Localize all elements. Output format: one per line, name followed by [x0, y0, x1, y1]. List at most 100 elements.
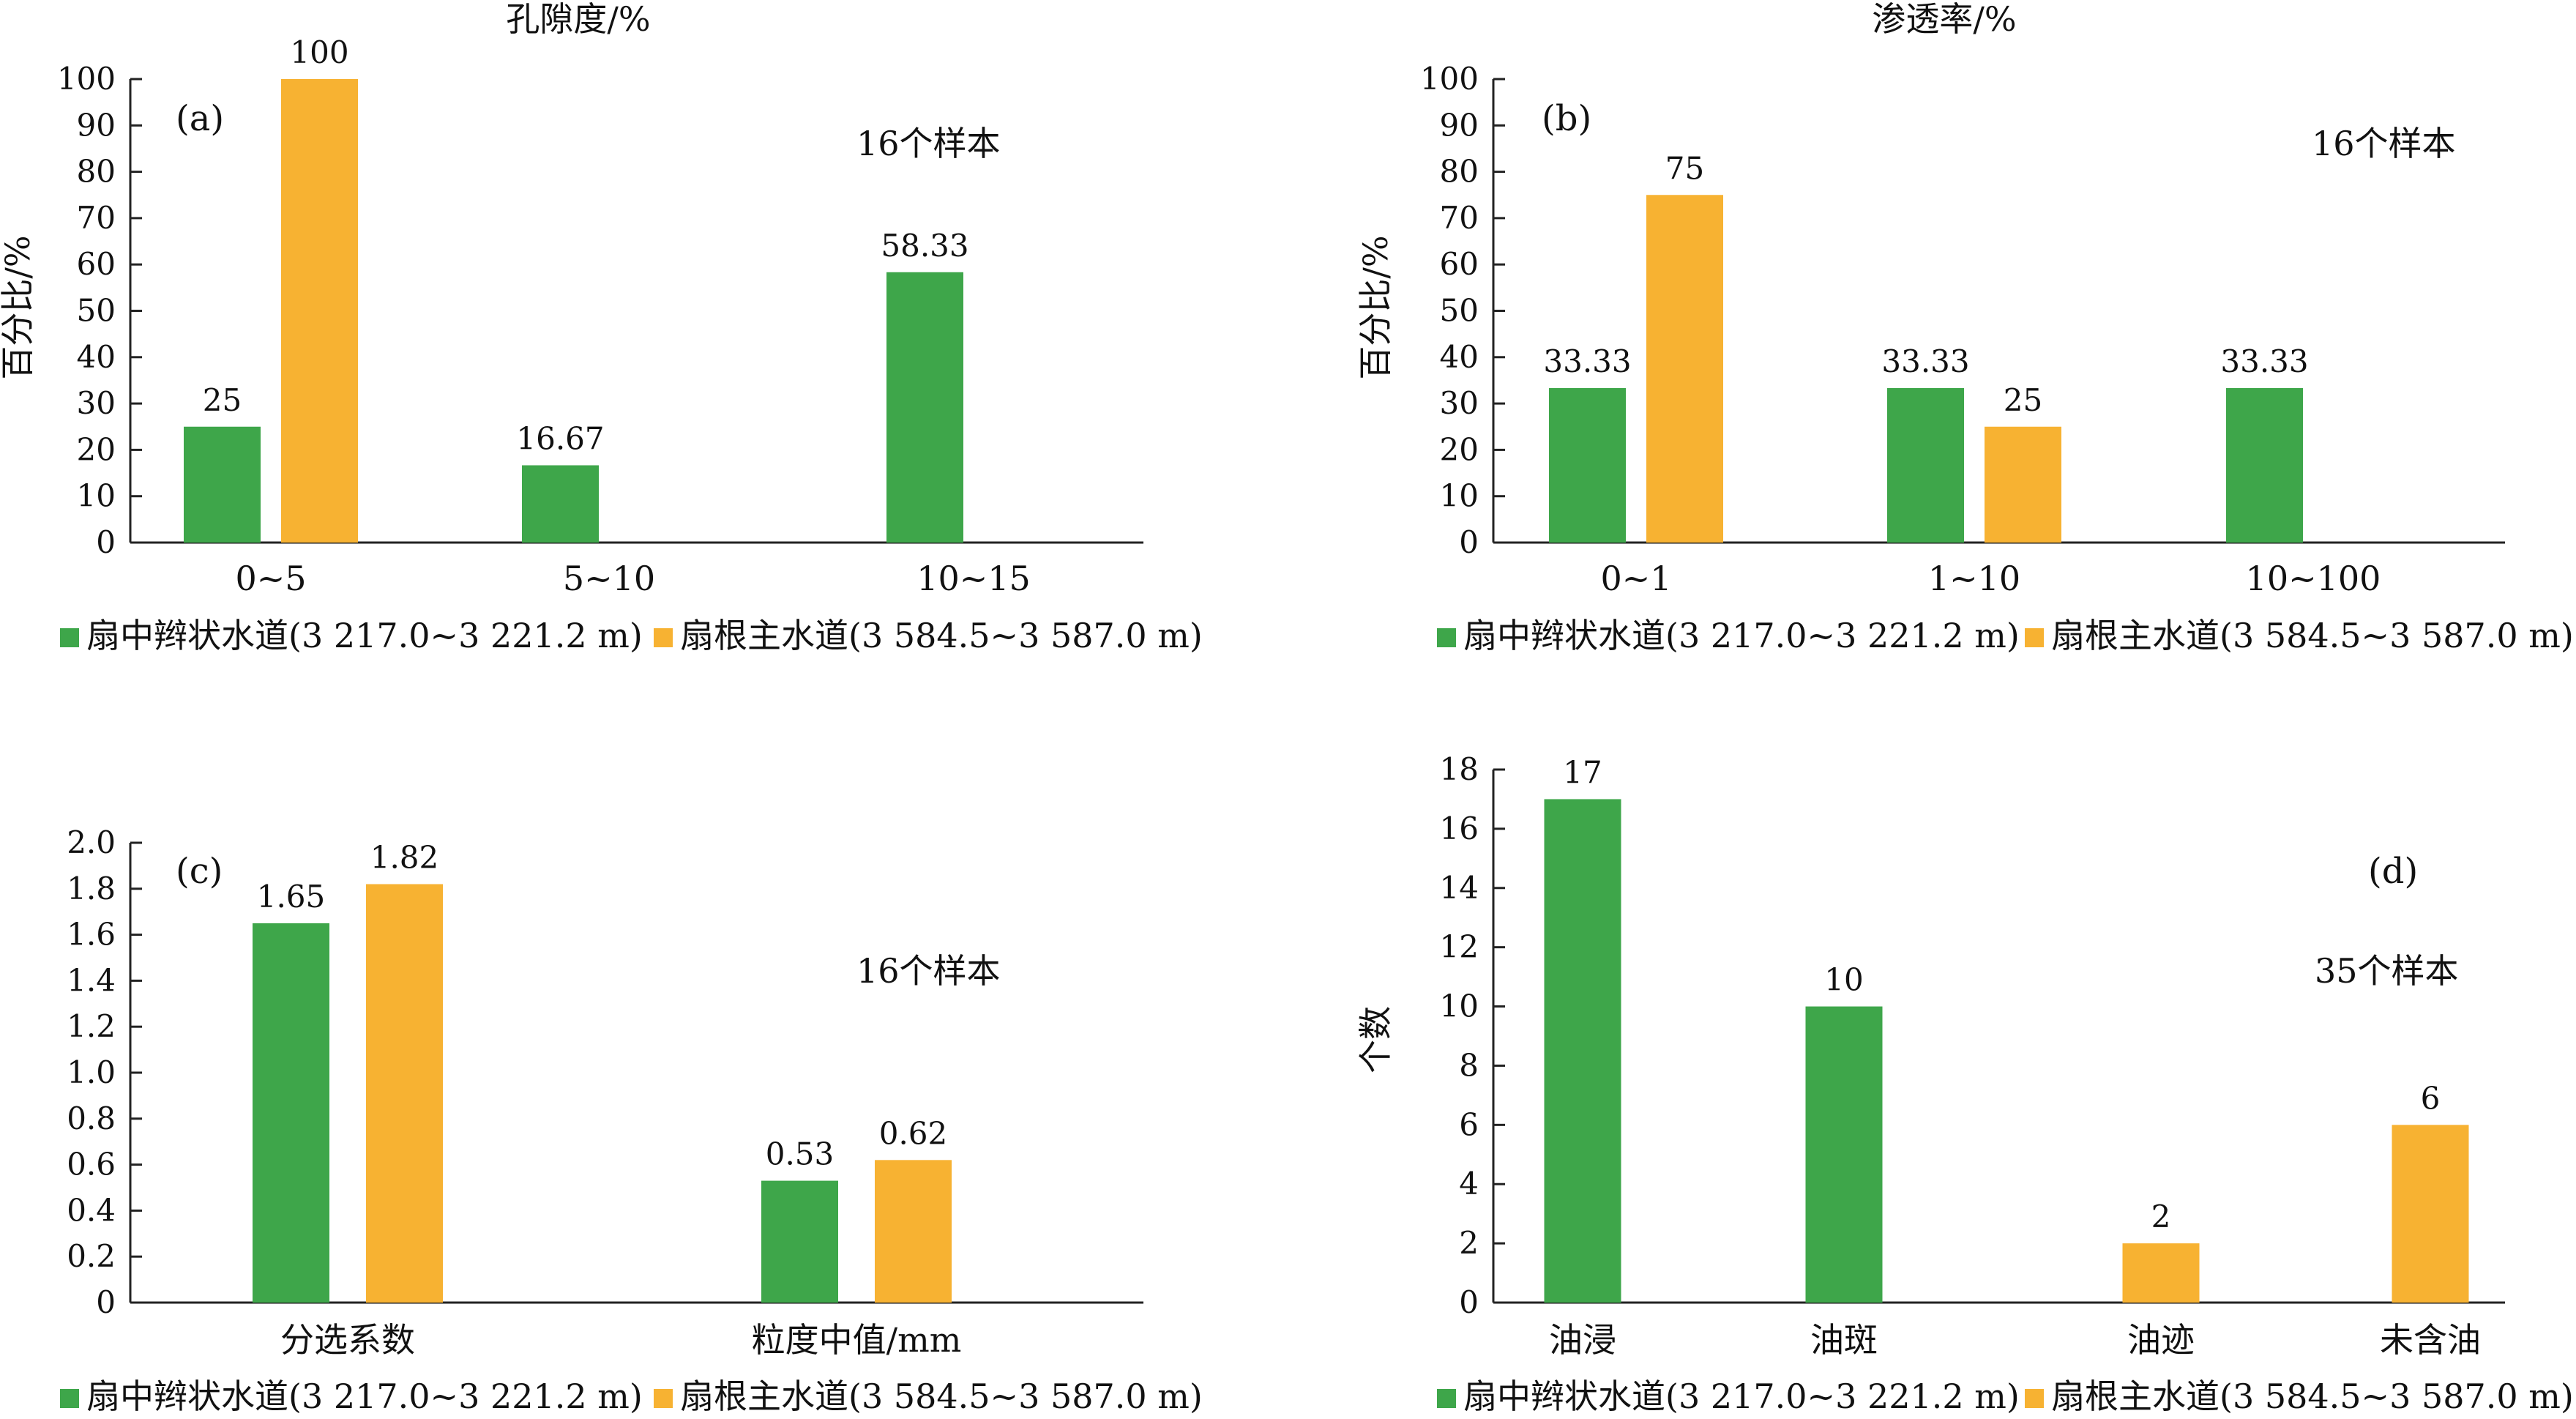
panel-b-bar-s1-1-10 — [1887, 388, 1964, 543]
panel-b-legend-label-s1: 扇中辫状水道(3 217.0~3 221.2 m) — [1463, 616, 2020, 655]
panel-a-bar-s1-0-5 — [184, 426, 261, 543]
panel-d-y-tick-label-4: 8 — [1459, 1047, 1479, 1083]
panel-c-bar-s1-sorting — [253, 923, 329, 1303]
panel-a-bar-s1-10-15 — [886, 272, 963, 543]
panel-c-legend-swatch-s2 — [654, 1389, 673, 1408]
panel-c-y-tick-label-4: 0.8 — [67, 1100, 116, 1136]
panel-c-x-tick-label-1: 粒度中值/mm — [752, 1320, 962, 1360]
panel-d-bar-s2-no-oil — [2392, 1125, 2469, 1303]
panel-d-y-axis-label: 个数 — [1356, 1006, 1395, 1073]
panel-c-y-tick-label-9: 1.8 — [67, 871, 116, 906]
panel-b-y-tick-label-6: 60 — [1440, 246, 1479, 282]
panel-a-title: 孔隙度/% — [506, 0, 650, 39]
panel-b-legend-label-s2: 扇根主水道(3 584.5~3 587.0 m) — [2051, 616, 2574, 655]
panel-a-y-tick-label-7: 70 — [77, 200, 116, 236]
panel-b-y-tick-label-10: 100 — [1420, 61, 1479, 97]
panel-d-label: (d) — [2368, 851, 2418, 892]
panel-d-bar-s1-oil-immersed — [1544, 799, 1621, 1303]
panel-d-legend-label-s1: 扇中辫状水道(3 217.0~3 221.2 m) — [1463, 1377, 2020, 1416]
panel-a-y-tick-label-5: 50 — [77, 293, 116, 329]
panel-b-legend-swatch-s2 — [2025, 628, 2044, 647]
panel-b-bar-s1-10-100 — [2226, 388, 2303, 543]
panel-c-x-tick-label-0: 分选系数 — [280, 1320, 415, 1360]
panel-c-data-label-s2-sorting: 1.82 — [370, 840, 439, 876]
panel-a-y-tick-label-9: 90 — [77, 107, 116, 143]
panel-b: 渗透率/% 百分比/% (b) 16个样本 0 10 20 30 40 50 6… — [1356, 0, 2574, 655]
panel-b-y-tick-label-7: 70 — [1440, 200, 1479, 236]
panel-d-y-tick-label-5: 10 — [1440, 988, 1479, 1024]
panel-a-x-tick-label-0: 0~5 — [235, 559, 306, 598]
panel-d-y-tick-label-6: 12 — [1440, 929, 1479, 965]
panel-c-bar-s2-median — [875, 1160, 952, 1303]
panel-a-plot: 0 10 20 30 40 50 60 70 80 90 100 0~5 5~1… — [57, 34, 1143, 598]
panel-d-x-tick-label-3: 未含油 — [2380, 1320, 2481, 1360]
panel-b-y-tick-label-0: 0 — [1459, 524, 1479, 560]
panel-a-data-label-s1-10-15: 58.33 — [881, 228, 968, 264]
panel-a-y-tick-label-6: 60 — [77, 246, 116, 282]
panel-c-data-label-s2-median: 0.62 — [879, 1115, 948, 1151]
panel-c-y-tick-label-7: 1.4 — [67, 962, 116, 998]
panel-c-legend-swatch-s1 — [60, 1389, 79, 1408]
panel-a-legend-swatch-s1 — [60, 628, 79, 647]
panel-b-legend-swatch-s1 — [1437, 628, 1456, 647]
panel-d-y-tick-label-1: 2 — [1459, 1225, 1479, 1261]
panel-b-plot: 0 10 20 30 40 50 60 70 80 90 100 0~1 1~1… — [1420, 61, 2505, 598]
panel-c-y-tick-label-0: 0 — [96, 1284, 116, 1320]
panel-b-x-tick-label-1: 1~10 — [1928, 559, 2020, 598]
panel-d: 个数 (d) 35个样本 0 2 4 6 8 10 12 14 16 18 油浸… — [1356, 751, 2574, 1416]
panel-d-data-label-s1-oil-spot: 10 — [1824, 962, 1863, 998]
panel-b-y-tick-label-4: 40 — [1440, 339, 1479, 375]
panel-a-y-tick-label-2: 20 — [77, 431, 116, 467]
panel-c-y-tick-label-10: 2.0 — [67, 824, 116, 860]
panel-b-label: (b) — [1542, 98, 1591, 139]
panel-a-legend-label-s2: 扇根主水道(3 584.5~3 587.0 m) — [680, 616, 1203, 655]
panel-d-y-tick-label-2: 4 — [1459, 1166, 1479, 1202]
panel-a-data-label-s1-0-5: 25 — [203, 382, 242, 418]
panel-c-legend-label-s2: 扇根主水道(3 584.5~3 587.0 m) — [680, 1377, 1203, 1416]
panel-d-x-tick-label-0: 油浸 — [1549, 1320, 1616, 1360]
panel-c-legend-label-s1: 扇中辫状水道(3 217.0~3 221.2 m) — [86, 1377, 643, 1416]
panel-c-y-tick-label-3: 0.6 — [67, 1147, 116, 1182]
panel-b-sample-note: 16个样本 — [2312, 124, 2456, 163]
panel-d-y-tick-label-0: 0 — [1459, 1284, 1479, 1320]
panel-b-y-tick-label-9: 90 — [1440, 107, 1479, 143]
panel-b-bar-s2-0-1 — [1646, 195, 1723, 543]
panel-a-legend: 扇中辫状水道(3 217.0~3 221.2 m) 扇根主水道(3 584.5~… — [60, 616, 1203, 655]
panel-a-bar-s1-5-10 — [522, 465, 599, 543]
panel-b-bar-s2-1-10 — [1985, 426, 2061, 543]
panel-a-sample-note: 16个样本 — [856, 124, 1001, 163]
panel-d-legend-swatch-s1 — [1437, 1389, 1456, 1408]
panel-b-title: 渗透率/% — [1872, 0, 2016, 39]
panel-d-y-tick-label-7: 14 — [1440, 870, 1479, 906]
panel-b-data-label-s1-0-1: 33.33 — [1543, 343, 1631, 379]
panel-c-bar-s2-sorting — [366, 884, 443, 1303]
panel-b-y-axis-label: 百分比/% — [1356, 235, 1395, 379]
panel-d-plot: 0 2 4 6 8 10 12 14 16 18 油浸 油斑 油迹 未含油 17… — [1440, 751, 2505, 1360]
panel-b-legend: 扇中辫状水道(3 217.0~3 221.2 m) 扇根主水道(3 584.5~… — [1437, 616, 2574, 655]
panel-c-label: (c) — [176, 851, 223, 892]
panel-b-data-label-s1-1-10: 33.33 — [1881, 343, 1969, 379]
panel-d-bar-s2-oil-trace — [2122, 1243, 2200, 1303]
panel-c-data-label-s1-sorting: 1.65 — [257, 879, 326, 915]
panel-a-bar-s2-0-5 — [281, 79, 358, 543]
panel-b-x-tick-label-0: 0~1 — [1600, 559, 1671, 598]
panel-a-y-tick-label-8: 80 — [77, 154, 116, 190]
panel-c-y-tick-label-2: 0.4 — [67, 1192, 116, 1228]
panel-a-data-label-s1-5-10: 16.67 — [516, 420, 604, 456]
panel-d-data-label-s2-no-oil: 6 — [2421, 1080, 2441, 1116]
panel-a: 孔隙度/% 百分比/% (a) 16个样本 0 10 20 30 40 50 6… — [0, 0, 1203, 655]
panel-c-data-label-s1-median: 0.53 — [766, 1136, 835, 1172]
panel-b-data-label-s2-1-10: 25 — [2004, 382, 2042, 418]
panel-a-y-tick-label-3: 30 — [77, 385, 116, 421]
panel-d-y-tick-label-8: 16 — [1440, 811, 1479, 846]
panel-b-x-tick-label-2: 10~100 — [2246, 559, 2381, 598]
panel-a-y-tick-label-10: 100 — [57, 61, 116, 97]
panel-a-legend-label-s1: 扇中辫状水道(3 217.0~3 221.2 m) — [86, 616, 643, 655]
panel-c-y-tick-label-1: 0.2 — [67, 1238, 116, 1274]
panel-b-y-tick-label-2: 20 — [1440, 431, 1479, 467]
panel-a-label: (a) — [176, 98, 224, 139]
panel-c-y-tick-label-8: 1.6 — [67, 917, 116, 953]
panel-d-y-tick-label-9: 18 — [1440, 751, 1479, 787]
panel-a-x-tick-label-1: 5~10 — [563, 559, 655, 598]
